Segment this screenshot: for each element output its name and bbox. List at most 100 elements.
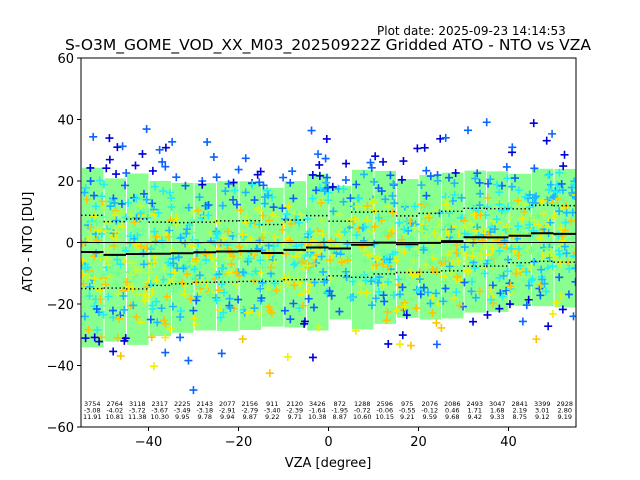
bin-std-label: 10.81 (105, 413, 124, 421)
scatter-point (299, 301, 308, 310)
scatter-point (111, 227, 120, 236)
scatter-point (261, 228, 270, 237)
scatter-point (559, 162, 568, 171)
scatter-point (411, 251, 420, 260)
scatter-point (265, 369, 274, 378)
bin-count-label: 2077 (219, 400, 236, 408)
x-tick-label: −20 (225, 435, 252, 450)
scatter-point (511, 174, 520, 183)
scatter-point (409, 256, 418, 265)
scatter-point (367, 223, 376, 232)
scatter-point (322, 178, 331, 187)
scatter-point (544, 185, 553, 194)
scatter-point (263, 186, 272, 195)
scatter-point (513, 196, 522, 205)
scatter-point (209, 153, 218, 162)
scatter-point (114, 268, 123, 277)
scatter-point (372, 261, 381, 270)
scatter-point (532, 192, 541, 201)
scatter-point (361, 276, 370, 285)
scatter-point (457, 193, 466, 202)
scatter-point (428, 265, 437, 274)
scatter-point (483, 310, 492, 319)
bin-std-label: 9.22 (265, 413, 279, 421)
scatter-point (270, 258, 279, 267)
scatter-point (388, 191, 397, 200)
scatter-point (371, 274, 380, 283)
scatter-point (450, 179, 459, 188)
scatter-point (124, 198, 133, 207)
scatter-point (444, 229, 453, 238)
scatter-point (229, 195, 238, 204)
scatter-point (352, 231, 361, 240)
scatter-point (287, 219, 296, 228)
scatter-point (460, 243, 469, 252)
scatter-point (232, 200, 241, 209)
scatter-point (250, 304, 259, 313)
bin-mean-label: 1.71 (468, 407, 482, 415)
scatter-point (410, 202, 419, 211)
scatter-point (138, 149, 147, 158)
scatter-point (195, 193, 204, 202)
scatter-point (358, 242, 367, 251)
scatter-point (92, 249, 101, 258)
scatter-point (160, 263, 169, 272)
bin-std-label: 9.95 (175, 413, 189, 421)
scatter-point (142, 283, 151, 292)
plot-date: Plot date: 2025-09-23 14:14:53 (377, 24, 566, 38)
scatter-point (288, 167, 297, 176)
scatter-point (395, 245, 404, 254)
scatter-point (491, 251, 500, 260)
scatter-point (406, 341, 415, 350)
scatter-point (381, 228, 390, 237)
scatter-point (115, 314, 124, 323)
scatter-point (229, 178, 238, 187)
scatter-point (148, 199, 157, 208)
scatter-point (215, 286, 224, 295)
scatter-point (174, 277, 183, 286)
scatter-point (426, 257, 435, 266)
scatter-point (477, 249, 486, 258)
scatter-point (257, 233, 266, 242)
scatter-point (406, 217, 415, 226)
scatter-point (340, 227, 349, 236)
scatter-point (160, 316, 169, 325)
scatter-point (81, 239, 86, 248)
bin-mean-label: -0.12 (421, 407, 438, 415)
scatter-point (384, 339, 393, 348)
scatter-point (550, 211, 559, 220)
scatter-point (126, 271, 135, 280)
scatter-point (236, 206, 245, 215)
scatter-point (143, 213, 152, 222)
scatter-point (452, 288, 461, 297)
scatter-point (159, 275, 168, 284)
scatter-point (105, 134, 114, 143)
scatter-point (192, 296, 201, 305)
scatter-point (188, 216, 197, 225)
scatter-point (157, 304, 166, 313)
scatter-point (277, 283, 286, 292)
scatter-point (418, 226, 427, 235)
scatter-point (329, 207, 338, 216)
scatter-point (234, 165, 243, 174)
x-tick-label: −40 (135, 435, 162, 450)
scatter-point (422, 166, 431, 175)
scatter-point (495, 273, 504, 282)
scatter-point (214, 256, 223, 265)
scatter-point (198, 180, 207, 189)
scatter-point (188, 228, 197, 237)
scatter-point (559, 196, 568, 205)
scatter-point (323, 183, 332, 192)
scatter-point (126, 239, 135, 248)
scatter-point (242, 218, 251, 227)
scatter-point (379, 259, 388, 268)
scatter-point (149, 362, 158, 371)
scatter-point (142, 125, 151, 134)
scatter-point (167, 194, 176, 203)
scatter-point (81, 270, 87, 279)
scatter-point (504, 223, 513, 232)
scatter-point (320, 277, 329, 286)
bin-count-label: 2596 (376, 400, 393, 408)
scatter-point (146, 245, 155, 254)
bin-std-label: 8.87 (333, 413, 347, 421)
